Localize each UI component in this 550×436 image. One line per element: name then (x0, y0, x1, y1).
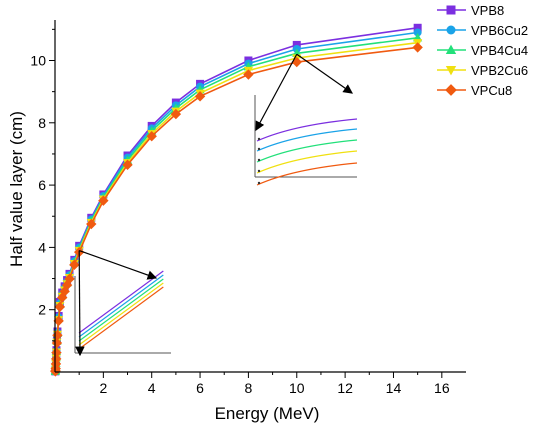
y-axis-label: Half value layer (cm) (7, 111, 26, 267)
x-tick-label: 6 (196, 380, 204, 396)
inset-low-energy (74, 270, 171, 354)
x-axis-label: Energy (MeV) (215, 404, 320, 423)
zoom-arrow (78, 249, 158, 280)
data-point-VPB6Cu2 (413, 28, 422, 37)
data-point-VPCu8 (122, 159, 133, 171)
data-point-VPCu8 (53, 315, 64, 327)
legend-label: VPB8 (471, 3, 504, 18)
data-point-VPCu8 (51, 347, 62, 358)
x-tick-label: 14 (386, 380, 402, 396)
y-tick-label: 10 (30, 52, 46, 68)
y-tick-label: 6 (38, 177, 46, 193)
legend-item-VPCu8: VPCu8 (437, 83, 512, 98)
data-point-VPCu8 (243, 69, 254, 80)
inset-low-energy-line-VPB6Cu2 (78, 274, 164, 338)
data-point-VPCu8 (86, 218, 97, 230)
data-point-VPCu8 (54, 301, 66, 313)
legend-label: VPCu8 (471, 83, 512, 98)
data-point-VPCu8 (170, 108, 182, 120)
series-VPB2Cu6 (50, 39, 423, 377)
data-point-VPCu8 (412, 42, 423, 53)
inset-high-energy-line-VPB2Cu6 (256, 150, 358, 174)
x-tick-label: 8 (245, 380, 253, 396)
legend-marker (445, 84, 457, 96)
inset-high-energy-dot (257, 147, 261, 151)
legend-item-VPB4Cu4: VPB4Cu4 (437, 43, 528, 58)
inset-low-energy-line-VPB2Cu6 (78, 282, 164, 346)
data-point-VPCu8 (291, 56, 302, 68)
zoom-arrow (296, 53, 353, 94)
inset-high-energy-line-VPB4Cu4 (256, 139, 358, 163)
legend-label: VPB2Cu6 (471, 63, 528, 78)
inset-high-energy-dot (257, 137, 261, 141)
inset-high-energy-dot (257, 169, 261, 173)
legend-marker (446, 5, 456, 15)
series-VPB4Cu4 (50, 32, 423, 375)
legend-label: VPB6Cu2 (471, 23, 528, 38)
inset-low-energy-line-VPB4Cu4 (78, 278, 164, 342)
legend-label: VPB4Cu4 (471, 43, 528, 58)
zoom-arrow (255, 53, 298, 132)
legend-marker (445, 44, 457, 55)
data-point-VPCu8 (61, 279, 73, 291)
data-point-VPCu8 (146, 130, 157, 142)
inset-low-energy-line-VPCu8 (78, 286, 164, 350)
legend-item-VPB2Cu6: VPB2Cu6 (437, 63, 528, 78)
legend-item-VPB8: VPB8 (437, 3, 504, 18)
data-point-VPB8 (413, 23, 422, 32)
data-point-VPCu8 (98, 195, 109, 206)
series-line-VPB6Cu2 (54, 31, 418, 372)
series-VPCu8 (50, 42, 423, 377)
legend-marker (446, 25, 456, 35)
inset-high-energy (254, 95, 358, 186)
inset-high-energy-line-VPB6Cu2 (256, 128, 358, 152)
inset-high-energy-line-VPB8 (256, 118, 358, 142)
data-point-VPCu8 (194, 91, 206, 102)
inset-high-energy-dot (257, 158, 261, 162)
x-tick-label: 12 (337, 380, 353, 396)
legend-item-VPB6Cu2: VPB6Cu2 (437, 23, 528, 38)
zoom-arrow (75, 250, 85, 357)
x-tick-label: 2 (99, 380, 107, 396)
y-tick-label: 4 (38, 239, 46, 255)
inset-high-energy-dot (257, 181, 261, 185)
legend: VPB8 VPB6Cu2 VPB4Cu4 VPB2Cu6 VPCu8 (437, 3, 528, 98)
series-line-VPB4Cu4 (54, 37, 418, 372)
x-tick-label: 16 (434, 380, 450, 396)
y-tick-label: 2 (38, 302, 46, 318)
inset-low-energy-line-VPB8 (78, 270, 164, 334)
data-point-VPCu8 (69, 259, 80, 271)
y-tick-label: 8 (38, 115, 46, 131)
data-point-VPCu8 (57, 292, 68, 303)
data-point-VPCu8 (64, 273, 75, 285)
data-point-VPCu8 (51, 353, 62, 365)
legend-marker (445, 65, 457, 76)
inset-high-energy-line-VPCu8 (256, 162, 358, 186)
data-point-VPB8 (292, 40, 301, 49)
x-tick-label: 10 (289, 380, 305, 396)
x-tick-label: 4 (148, 380, 156, 396)
